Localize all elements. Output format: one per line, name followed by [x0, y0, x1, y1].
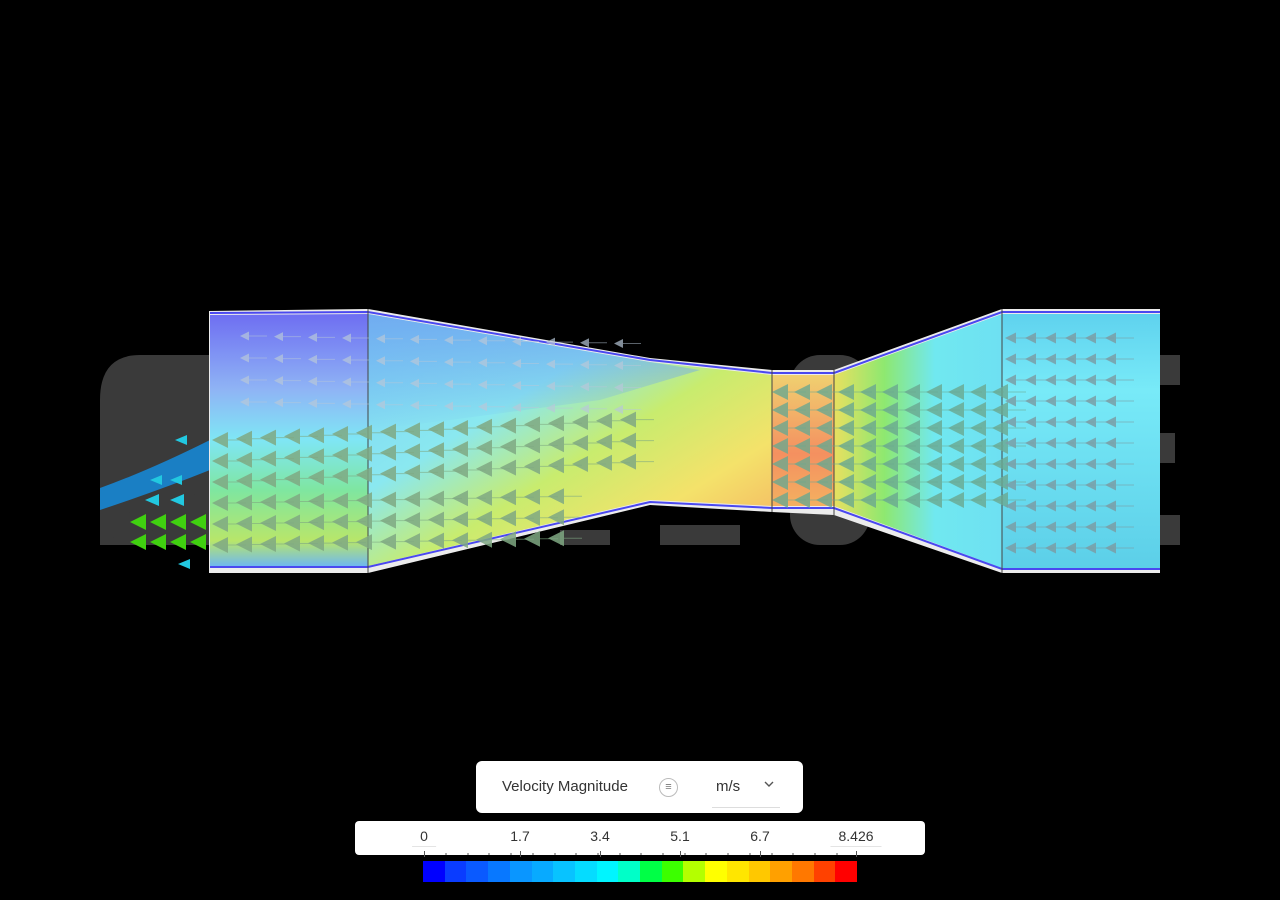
minor-tick	[531, 853, 534, 855]
legend-ticks-panel: 0 1.7 3.4 5.1 6.7 8.426	[355, 821, 925, 857]
result-field-label: Velocity Magnitude	[502, 778, 628, 795]
minor-tick	[575, 853, 578, 855]
color-swatch	[726, 861, 749, 882]
color-swatch	[640, 861, 662, 882]
minor-tick	[705, 853, 708, 855]
minor-tick	[683, 853, 686, 855]
unit-label: m/s	[716, 778, 741, 795]
chevron-down-icon	[764, 781, 774, 787]
tick-label: 3.4	[590, 828, 610, 844]
minor-tick	[488, 853, 491, 855]
vector-arrows	[212, 331, 1134, 554]
minor-tick	[835, 853, 838, 855]
color-swatch	[705, 861, 727, 882]
color-swatch	[466, 861, 489, 882]
tick-mark	[520, 851, 521, 857]
minor-tick	[618, 853, 621, 855]
color-swatch	[553, 861, 575, 882]
tick-label: 6.7	[750, 828, 770, 844]
tick-mark	[600, 851, 601, 857]
minor-tick	[553, 853, 556, 855]
color-swatch	[423, 861, 445, 882]
minor-tick	[640, 853, 643, 855]
color-swatch	[531, 861, 554, 882]
tick-mark	[856, 851, 857, 857]
color-swatch	[813, 861, 836, 882]
tick-mark	[424, 851, 425, 857]
color-swatch	[488, 861, 510, 882]
minor-tick	[662, 853, 664, 855]
color-swatch	[444, 861, 467, 882]
minor-tick	[727, 853, 730, 855]
minor-tick	[770, 853, 773, 855]
color-swatch	[683, 861, 706, 882]
color-swatch	[791, 861, 814, 882]
range-input[interactable]: 0	[412, 828, 436, 847]
minor-tick	[813, 853, 816, 855]
color-swatch	[770, 861, 792, 882]
minor-tick	[748, 853, 751, 855]
minor-tick	[445, 853, 447, 855]
minor-tick	[596, 853, 599, 855]
color-swatch	[574, 861, 597, 882]
range-input[interactable]: 8.426	[830, 828, 882, 847]
color-swatch	[596, 861, 619, 882]
tick-mark	[680, 851, 681, 857]
color-scale-bar	[423, 861, 858, 882]
minor-tick	[510, 853, 513, 855]
tick-label: 5.1	[670, 828, 690, 844]
legend-header: Velocity Magnitude ≡ m/s	[476, 761, 803, 813]
tick-label: 1.7	[510, 828, 530, 844]
unit-dropdown[interactable]: m/s	[712, 771, 780, 808]
minor-tick	[466, 853, 469, 855]
color-swatch	[509, 861, 532, 882]
inlet-arrows	[130, 435, 206, 569]
color-swatch	[748, 861, 771, 882]
color-swatch	[661, 861, 684, 882]
minor-tick	[792, 853, 795, 855]
color-swatch	[618, 861, 641, 882]
color-swatch	[835, 861, 858, 882]
list-icon[interactable]: ≡	[659, 778, 678, 797]
tick-mark	[760, 851, 761, 857]
